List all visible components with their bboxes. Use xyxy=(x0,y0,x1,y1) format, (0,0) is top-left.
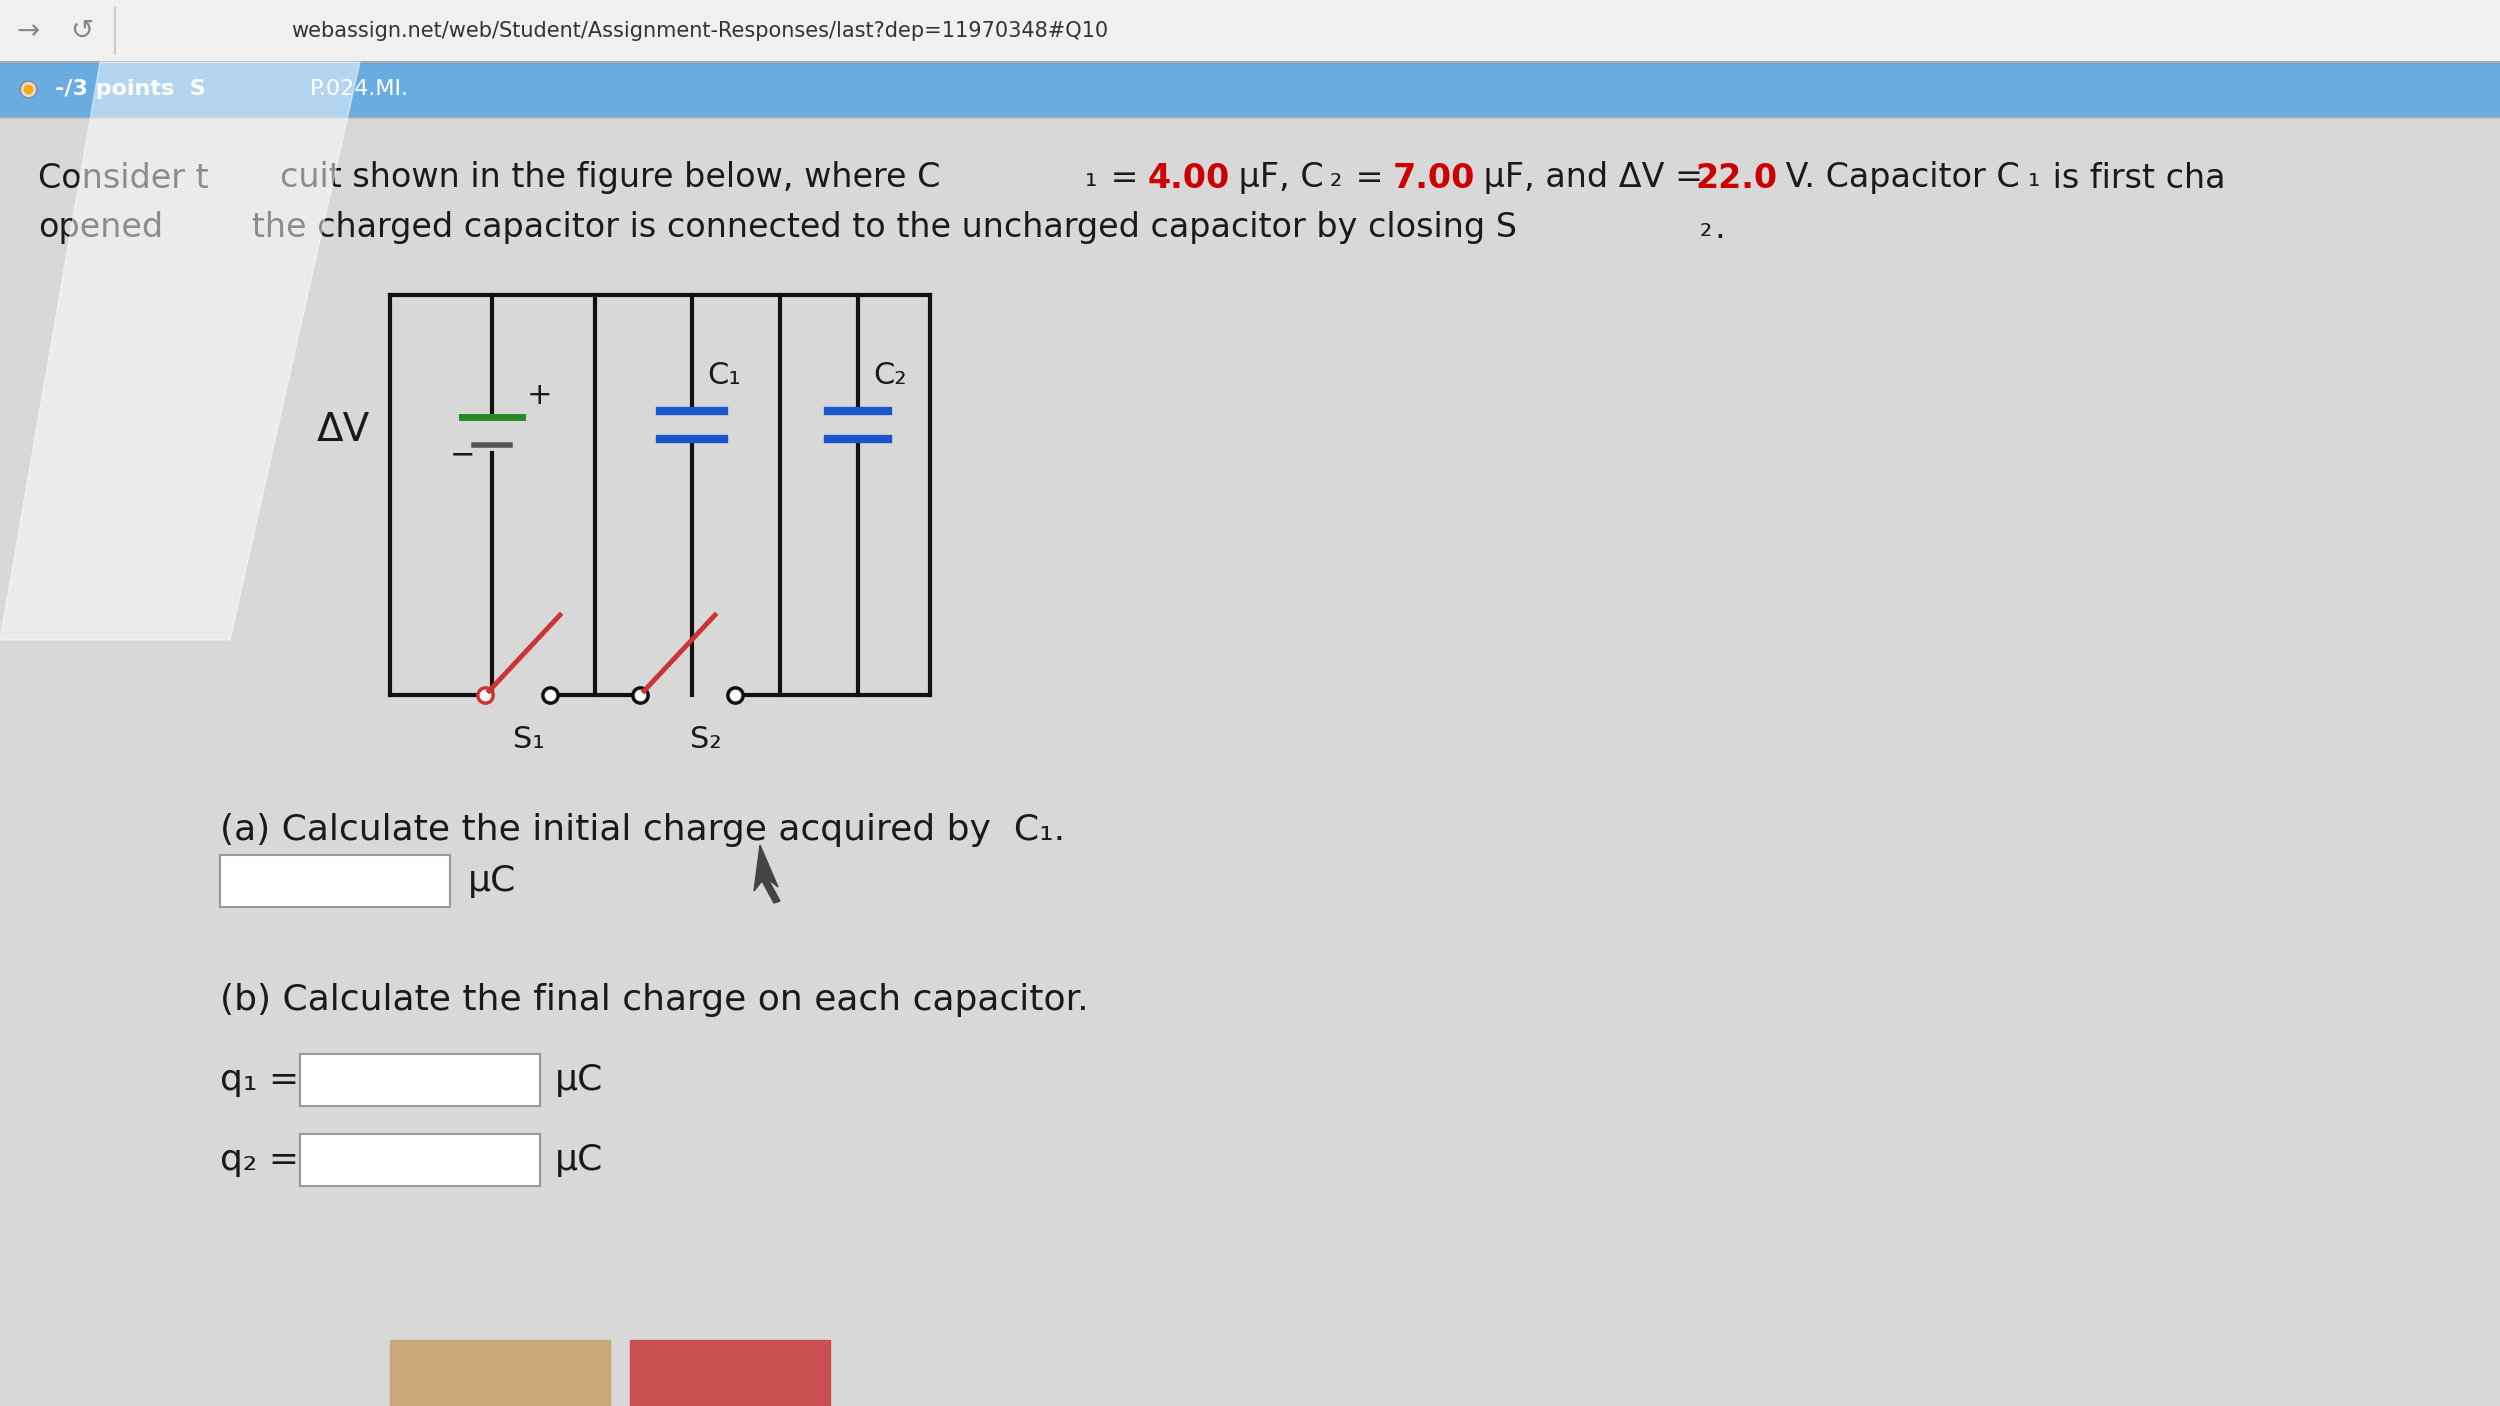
Text: 7.00: 7.00 xyxy=(1393,162,1475,194)
Text: q₁ =: q₁ = xyxy=(220,1063,300,1097)
Text: ₂: ₂ xyxy=(1330,163,1342,193)
Text: μF, C: μF, C xyxy=(1228,162,1322,194)
Bar xyxy=(0,0,2500,62)
Bar xyxy=(0,62,2500,117)
Polygon shape xyxy=(0,62,360,640)
Text: μC: μC xyxy=(555,1063,602,1097)
Text: V. Capacitor C: V. Capacitor C xyxy=(1775,162,2020,194)
Text: +: + xyxy=(528,381,552,409)
Bar xyxy=(300,1135,540,1187)
Text: ΔV: ΔV xyxy=(318,411,370,449)
Text: μC: μC xyxy=(468,865,518,898)
Text: C₂: C₂ xyxy=(872,360,907,389)
Text: cuit shown in the figure below, where C: cuit shown in the figure below, where C xyxy=(280,162,940,194)
Bar xyxy=(390,1340,610,1406)
Text: ₂: ₂ xyxy=(1700,214,1713,242)
Text: .: . xyxy=(1715,211,1725,245)
Bar xyxy=(630,1340,830,1406)
Text: μC: μC xyxy=(555,1143,602,1177)
Text: μF, and ΔV =: μF, and ΔV = xyxy=(1472,162,1713,194)
Polygon shape xyxy=(755,845,780,903)
Text: ₁: ₁ xyxy=(2028,163,2040,193)
Text: C₁: C₁ xyxy=(707,360,740,389)
Text: q₂ =: q₂ = xyxy=(220,1143,300,1177)
Text: (a) Calculate the initial charge acquired by  C₁.: (a) Calculate the initial charge acquire… xyxy=(220,813,1065,846)
Text: ₁: ₁ xyxy=(1085,163,1098,193)
Text: S₁: S₁ xyxy=(512,725,545,755)
Text: ↺: ↺ xyxy=(70,17,92,45)
Bar xyxy=(220,855,450,907)
Text: -/3 points  S: -/3 points S xyxy=(55,79,205,98)
Text: =: = xyxy=(1345,162,1395,194)
Text: S₂: S₂ xyxy=(690,725,722,755)
Text: is first cha: is first cha xyxy=(2042,162,2225,194)
Text: opened: opened xyxy=(38,211,162,245)
Text: →: → xyxy=(18,17,40,45)
Text: P.024.MI.: P.024.MI. xyxy=(310,79,410,98)
Bar xyxy=(300,1054,540,1107)
Text: (b) Calculate the final charge on each capacitor.: (b) Calculate the final charge on each c… xyxy=(220,983,1088,1017)
Text: =: = xyxy=(1100,162,1150,194)
Text: 22.0: 22.0 xyxy=(1695,162,1778,194)
Text: the charged capacitor is connected to the uncharged capacitor by closing S: the charged capacitor is connected to th… xyxy=(220,211,1518,245)
Text: Consider t: Consider t xyxy=(38,162,208,194)
Text: 4.00: 4.00 xyxy=(1148,162,1230,194)
Text: webassign.net/web/Student/Assignment-Responses/last?dep=11970348#Q10: webassign.net/web/Student/Assignment-Res… xyxy=(292,21,1108,41)
Text: −: − xyxy=(450,440,475,470)
